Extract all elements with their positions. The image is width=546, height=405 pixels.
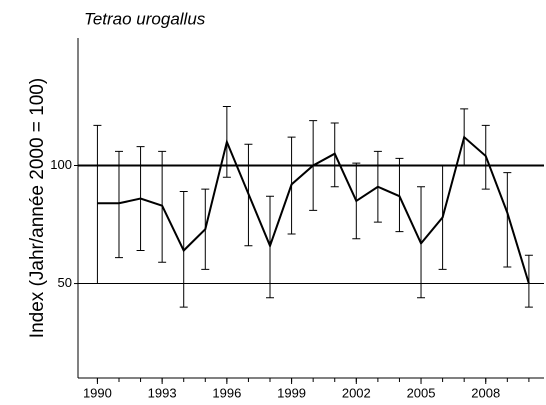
chart-title: Tetrao urogallus xyxy=(84,9,206,28)
error-bar xyxy=(114,150,123,259)
x-tick-label: 1993 xyxy=(148,385,177,400)
x-tick-label: 1996 xyxy=(212,385,241,400)
error-bar xyxy=(503,172,512,268)
error-bar xyxy=(93,124,102,285)
x-tick-label: 2005 xyxy=(407,385,436,400)
x-tick-label: 1999 xyxy=(277,385,306,400)
error-bar xyxy=(395,157,404,233)
y-tick-label: 100 xyxy=(50,157,72,172)
data-line xyxy=(97,135,530,284)
x-tick-label: 2008 xyxy=(471,385,500,400)
y-tick-label: 50 xyxy=(58,275,72,290)
x-tick-label: 2002 xyxy=(342,385,371,400)
x-tick-label: 1990 xyxy=(83,385,112,400)
y-axis-label: Index (Jahr/année 2000 = 100) xyxy=(27,78,48,338)
